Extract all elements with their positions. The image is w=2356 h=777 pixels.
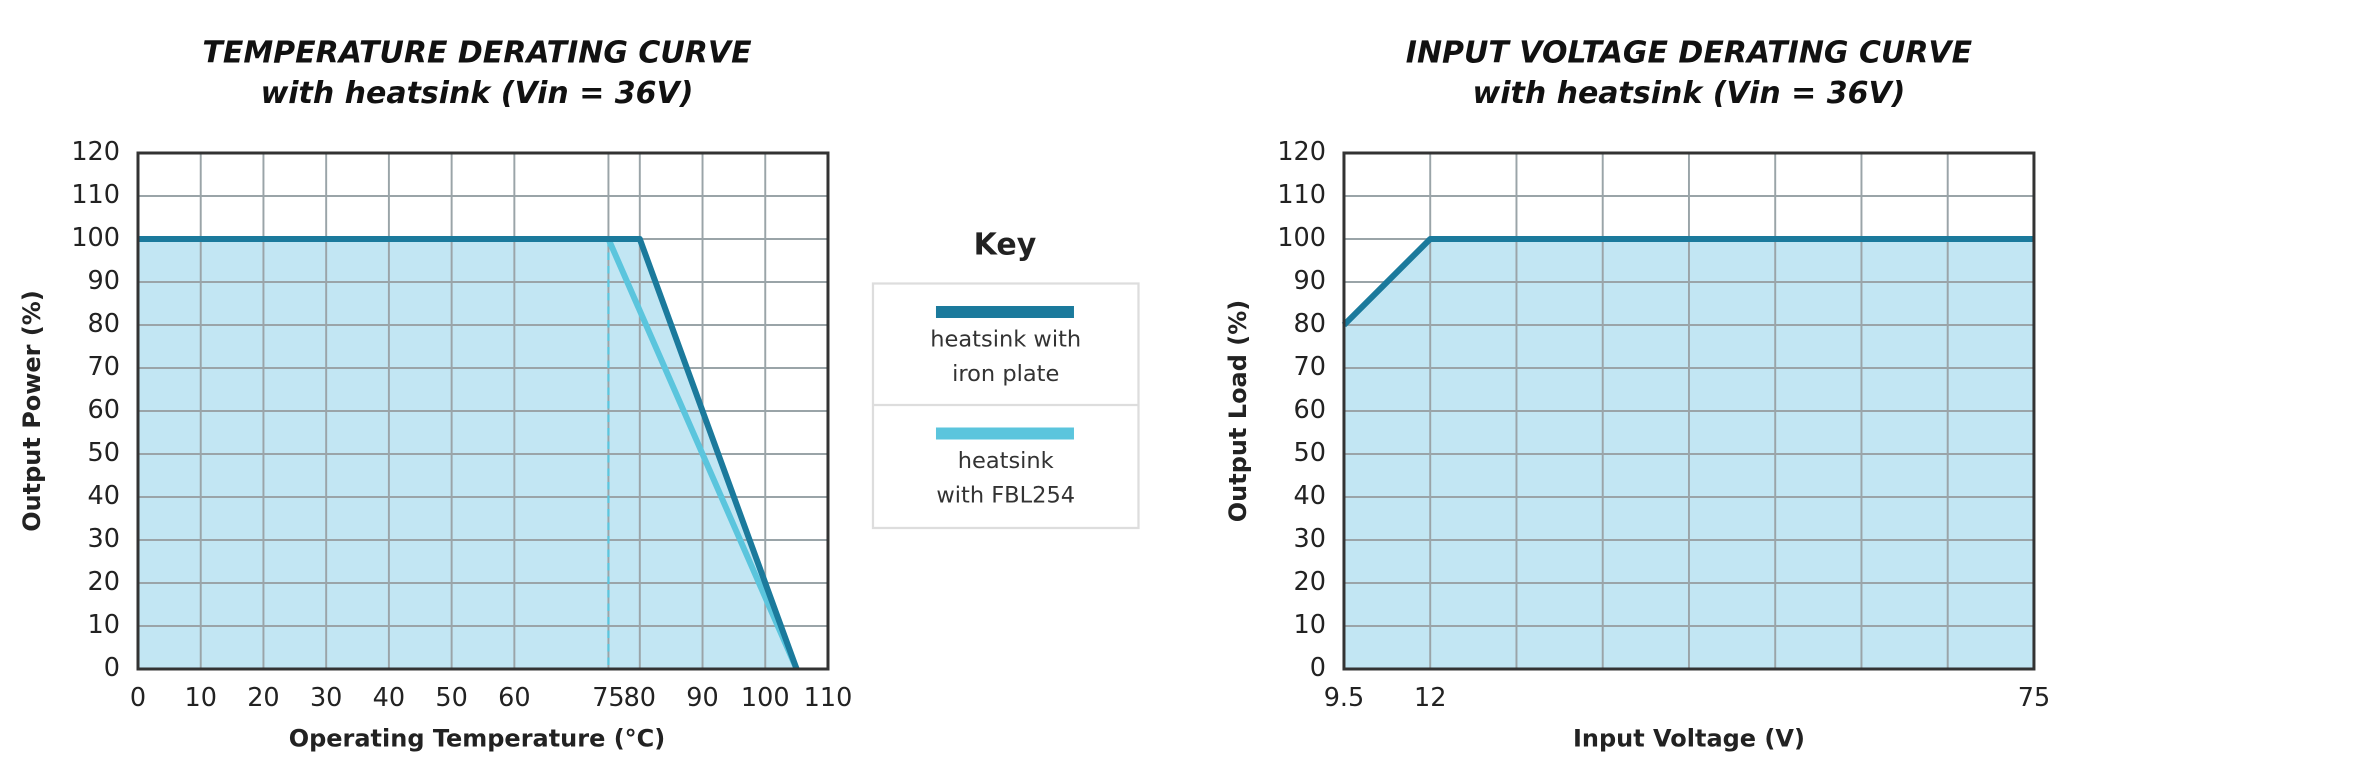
legend-label: heatsink with iron plate — [930, 325, 1082, 388]
y-tick-label: 110 — [71, 180, 120, 210]
y-tick-label: 70 — [88, 352, 120, 382]
y-tick-label: 0 — [1310, 653, 1326, 683]
y-tick-label: 90 — [88, 266, 120, 296]
x-tick-label: 75 — [2018, 683, 2050, 713]
x-tick-label: 9.5 — [1324, 683, 1365, 713]
x-tick-label: 0 — [130, 683, 146, 713]
y-tick-label: 50 — [88, 438, 120, 468]
x-tick-label: 110 — [804, 683, 853, 713]
x-tick-label: 20 — [247, 683, 279, 713]
y-tick-label: 20 — [88, 567, 120, 597]
y-tick-label: 40 — [88, 481, 120, 511]
series-line — [1341, 236, 2034, 328]
y-tick-label: 0 — [104, 653, 120, 683]
y-tick-label: 10 — [1294, 610, 1326, 640]
y-tick-label: 20 — [1294, 567, 1326, 597]
y-tick-label: 60 — [88, 395, 120, 425]
y-tick-label: 80 — [88, 309, 120, 339]
legend-label: heatsink with FBL254 — [936, 446, 1076, 509]
x-tick-label: 30 — [310, 683, 342, 713]
x-tick-label: 12 — [1414, 683, 1446, 713]
y-tick-label: 120 — [1277, 137, 1326, 167]
x-axis-label: Input Voltage (V) — [1573, 724, 1805, 752]
y-tick-label: 100 — [71, 223, 120, 253]
y-axis-label: Output Power (%) — [18, 290, 46, 532]
y-tick-label: 40 — [1294, 481, 1326, 511]
legend-item: heatsink with FBL254 — [936, 446, 1076, 509]
y-tick-label: 90 — [1294, 266, 1326, 296]
y-tick-label: 10 — [88, 610, 120, 640]
chart-subtitle: with heatsink (Vin = 36V) — [261, 76, 694, 111]
y-tick-label: 70 — [1294, 352, 1326, 382]
y-tick-label: 30 — [1294, 524, 1326, 554]
legend-title: Key — [974, 228, 1037, 263]
x-tick-label: 80 — [624, 683, 656, 713]
chart-title: TEMPERATURE DERATING CURVE — [202, 36, 752, 71]
chart-title: INPUT VOLTAGE DERATING CURVE — [1406, 36, 1973, 71]
x-tick-label: 100 — [741, 683, 790, 713]
x-tick-label: 75 — [592, 683, 624, 713]
x-axis-label: Operating Temperature (°C) — [289, 724, 666, 752]
y-tick-label: 100 — [1277, 223, 1326, 253]
y-tick-label: 120 — [71, 137, 120, 167]
x-tick-label: 40 — [373, 683, 405, 713]
x-tick-label: 90 — [686, 683, 718, 713]
plot-border — [136, 151, 830, 671]
legend-item: heatsink with iron plate — [930, 325, 1082, 388]
x-tick-label: 50 — [435, 683, 467, 713]
y-tick-label: 110 — [1277, 180, 1326, 210]
y-tick-label: 60 — [1294, 395, 1326, 425]
y-tick-label: 30 — [88, 524, 120, 554]
series-line — [137, 236, 800, 671]
chart-subtitle: with heatsink (Vin = 36V) — [1473, 76, 1906, 111]
y-tick-label: 80 — [1294, 309, 1326, 339]
x-tick-label: 10 — [185, 683, 217, 713]
y-tick-label: 50 — [1294, 438, 1326, 468]
plot-border — [1342, 151, 2036, 671]
y-axis-label: Output Load (%) — [1224, 300, 1252, 522]
x-tick-label: 60 — [498, 683, 530, 713]
